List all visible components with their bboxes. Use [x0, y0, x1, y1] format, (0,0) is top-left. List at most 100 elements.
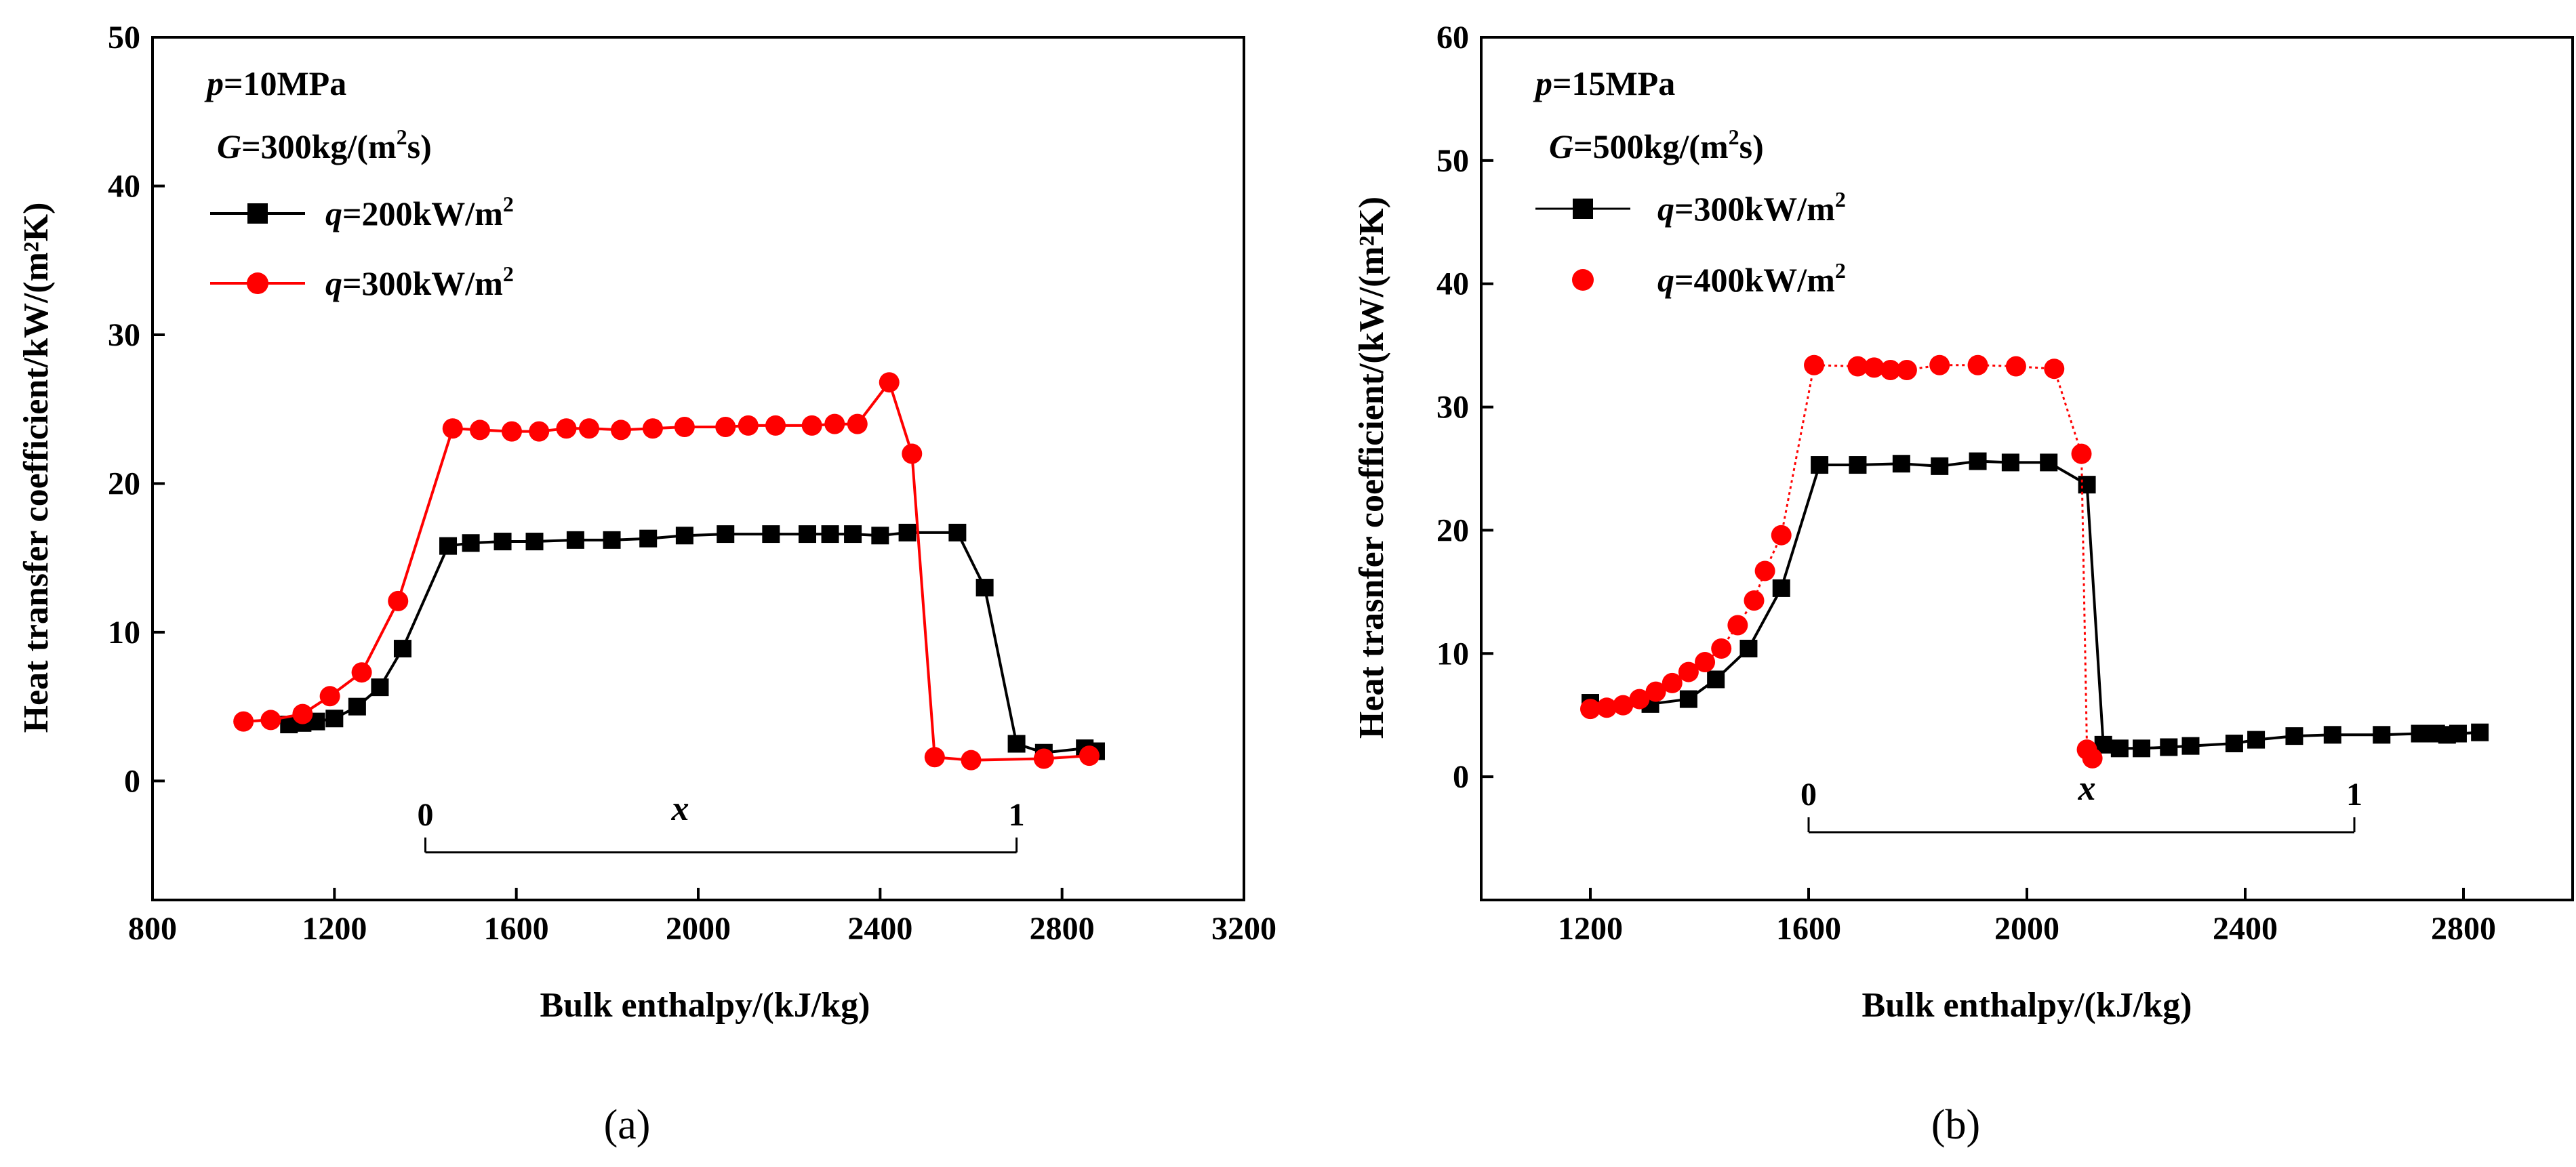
- data-point: [1079, 745, 1100, 766]
- data-point: [393, 640, 411, 658]
- data-point: [1771, 525, 1792, 546]
- data-point: [439, 537, 458, 555]
- data-point: [1864, 357, 1885, 378]
- data-point: [2225, 735, 2243, 753]
- data-point: [762, 525, 780, 544]
- y-tick-label: 40: [1436, 266, 1469, 302]
- data-point: [1744, 590, 1765, 611]
- panel-label-a: (a): [604, 1102, 651, 1148]
- data-point: [494, 533, 512, 551]
- data-point: [1007, 735, 1026, 753]
- data-point: [2181, 737, 2200, 755]
- data-point: [319, 686, 340, 707]
- quality-scale-end-label: 1: [1009, 797, 1025, 833]
- data-point: [442, 418, 463, 439]
- data-point: [2373, 726, 2391, 744]
- data-point: [1804, 354, 1825, 375]
- data-point: [501, 421, 522, 442]
- x-tick-label: 2400: [2213, 911, 2278, 947]
- data-point: [1679, 690, 1697, 708]
- x-tick-label: 1600: [1776, 911, 1841, 947]
- quality-scale-end-label: 1: [2346, 777, 2362, 813]
- x-tick-label: 2400: [847, 911, 912, 947]
- legend-entry-b-q300: q=300kW/m2: [1535, 187, 1846, 228]
- x-tick-label: 3200: [1211, 911, 1276, 947]
- data-point: [556, 418, 577, 439]
- data-point: [2044, 359, 2065, 380]
- x-tick-label: 1200: [302, 911, 367, 947]
- data-point: [1739, 640, 1758, 658]
- x-tick-label: 2800: [2431, 911, 2496, 947]
- data-point: [1880, 360, 1901, 381]
- y-tick-label: 40: [108, 168, 140, 204]
- data-point: [975, 579, 994, 597]
- mass-flux-annotation-b: G=500kg/(m2s): [1549, 125, 1764, 165]
- data-point: [2160, 738, 2178, 756]
- data-point: [2005, 356, 2026, 377]
- data-point: [525, 533, 544, 551]
- data-point: [1931, 457, 1949, 475]
- x-axis-label-a: Bulk enthalpy/(kJ/kg): [540, 986, 870, 1025]
- data-point: [1892, 455, 1910, 473]
- plot-frame-a: [151, 36, 1245, 901]
- y-axis-label-a: Heat transfer coefficient/kW/(m²K): [17, 203, 56, 733]
- x-axis-label-b: Bulk enthalpy/(kJ/kg): [1862, 986, 2192, 1025]
- data-point: [1613, 695, 1634, 716]
- legend-entry-a-q200: q=200kW/m2: [210, 192, 514, 232]
- data-point: [2082, 748, 2103, 769]
- data-point: [579, 418, 599, 439]
- data-point: [2323, 726, 2341, 744]
- series-line-1: [243, 379, 1090, 762]
- legend-label-b-q400: q=400kW/m2: [1657, 258, 1846, 299]
- data-point: [2411, 724, 2429, 743]
- data-point: [1645, 681, 1666, 702]
- data-point: [2001, 453, 2019, 472]
- data-point: [2285, 727, 2303, 745]
- series-line-1: [1590, 364, 2093, 759]
- data-point: [1847, 356, 1868, 377]
- data-point: [799, 525, 816, 544]
- data-point: [1969, 452, 1987, 470]
- data-point: [902, 443, 923, 464]
- y-tick-label: 0: [124, 763, 140, 799]
- data-point: [642, 418, 663, 439]
- legend-a: q=200kW/m2 q=300kW/m2: [210, 192, 514, 302]
- y-tick-label: 30: [1436, 390, 1469, 426]
- x-tick-label: 1600: [484, 911, 549, 947]
- legend-marker-a-q300: [247, 272, 268, 294]
- data-point: [260, 710, 281, 731]
- data-point: [351, 662, 372, 683]
- data-point: [1929, 354, 1950, 375]
- data-point: [1754, 560, 1775, 581]
- data-point: [1967, 354, 1988, 375]
- data-point: [603, 531, 621, 549]
- data-point: [371, 678, 389, 697]
- y-tick-label: 20: [108, 466, 140, 501]
- quality-scale-a: 0 1 x: [418, 790, 1025, 854]
- data-point: [1662, 672, 1683, 693]
- data-point: [924, 747, 945, 768]
- data-point: [961, 750, 982, 771]
- legend-entry-a-q300: q=300kW/m2: [210, 262, 514, 302]
- data-point: [1727, 615, 1748, 636]
- data-point: [1629, 689, 1650, 710]
- legend-label-a-q200: q=200kW/m2: [325, 192, 514, 232]
- legend-marker-a-q200: [247, 203, 268, 224]
- data-point: [1896, 360, 1917, 381]
- data-point: [821, 525, 839, 544]
- quality-scale-b: 0 1 x: [1800, 769, 2362, 834]
- series-line-0: [1590, 459, 2480, 750]
- plot-frame-b: [1480, 36, 2574, 901]
- data-point: [566, 531, 584, 549]
- legend-label-a-q300: q=300kW/m2: [325, 262, 514, 302]
- data-point: [2133, 739, 2151, 758]
- y-tick-label: 0: [1453, 759, 1469, 795]
- data-point: [765, 415, 786, 436]
- x-tick-label: 800: [128, 911, 177, 947]
- legend-b: q=300kW/m2 q=400kW/m2: [1535, 187, 1846, 299]
- y-tick-label: 20: [1436, 512, 1469, 548]
- data-point: [675, 527, 693, 545]
